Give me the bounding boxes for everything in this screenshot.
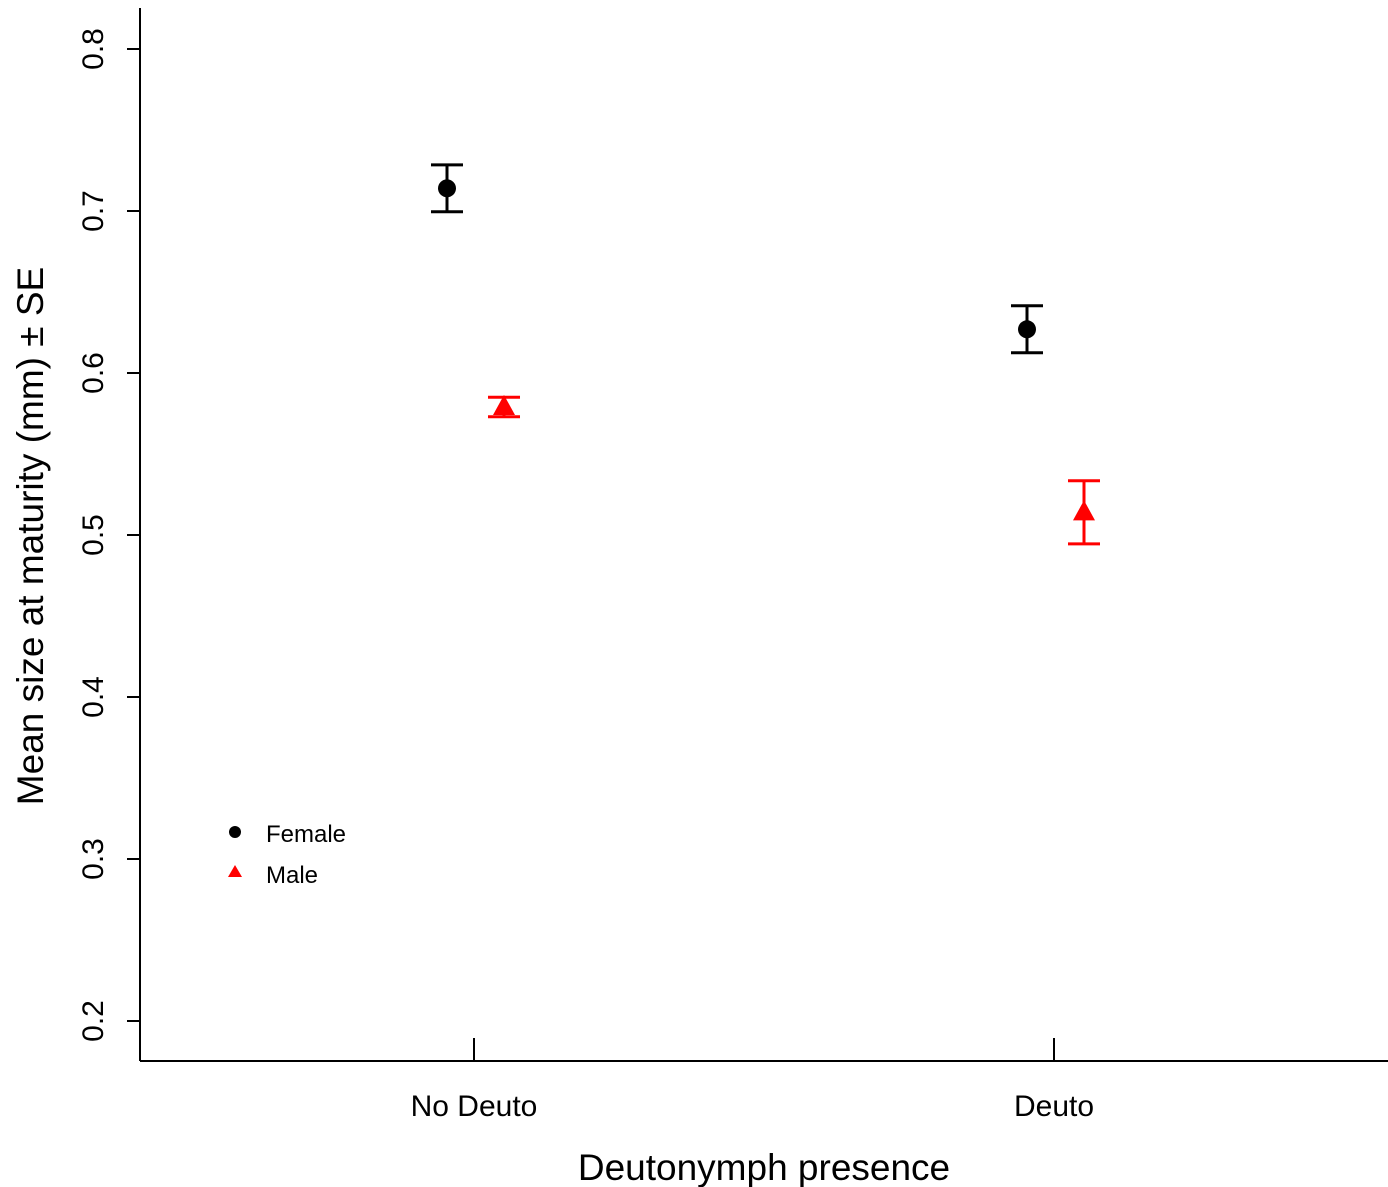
legend-label: Male	[266, 862, 318, 889]
female-point	[1018, 320, 1036, 339]
legend: Female Male	[228, 821, 346, 889]
legend-label: Female	[266, 821, 346, 848]
legend-female-marker	[229, 826, 241, 838]
x-axis: No Deuto Deuto	[140, 1038, 1388, 1123]
y-tick-label: 0.7	[77, 190, 110, 232]
y-tick-label: 0.6	[77, 352, 110, 394]
y-tick-label: 0.4	[77, 676, 110, 718]
y-tick-label: 0.5	[77, 514, 110, 556]
y-tick-label: 0.2	[77, 1000, 110, 1042]
y-axis: 0.2 0.3 0.4 0.5 0.6 0.7 0.8	[77, 8, 141, 1061]
data-points	[431, 163, 1100, 546]
x-axis-title: Deutonymph presence	[578, 1147, 950, 1187]
male-point	[493, 395, 515, 416]
y-axis-title: Mean size at maturity (mm) ± SE	[10, 267, 51, 805]
female-point	[438, 179, 456, 198]
legend-male-marker	[228, 865, 242, 877]
y-tick-label: 0.8	[77, 28, 110, 70]
y-tick-label: 0.3	[77, 838, 110, 880]
x-tick-label: Deuto	[1014, 1090, 1094, 1123]
x-tick-label: No Deuto	[411, 1090, 538, 1123]
male-point	[1073, 500, 1095, 521]
